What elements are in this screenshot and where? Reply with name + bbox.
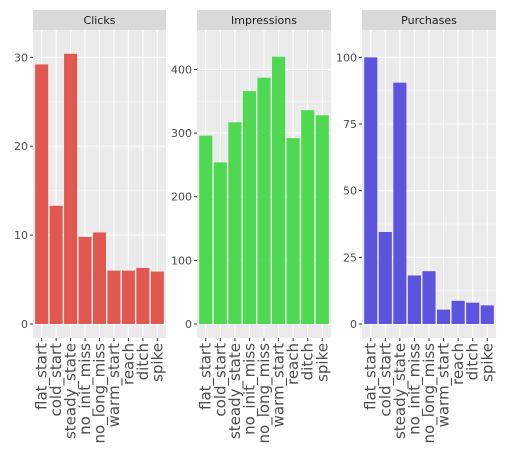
x-tick-label: warm_start — [270, 343, 289, 428]
bar-ditch — [136, 268, 150, 324]
bar-cold_start — [378, 232, 392, 324]
bar-flat_start — [364, 57, 378, 324]
x-tick-label: spike — [478, 343, 496, 382]
bar-no_long_miss — [92, 232, 107, 324]
y-tick-label: 400 — [171, 63, 192, 76]
bar-flat_start — [199, 135, 213, 324]
x-tick-label: reach — [449, 343, 467, 385]
y-tick-label: 20 — [14, 140, 28, 153]
bar-flat_start — [35, 64, 49, 324]
y-tick-label: 100 — [336, 51, 357, 64]
x-tick-label: spike — [313, 343, 331, 382]
bar-reach — [121, 270, 135, 324]
y-tick-label: 0 — [21, 318, 28, 331]
x-tick-label: flat_start — [362, 343, 381, 410]
x-tick-label: ditch — [464, 343, 482, 380]
x-tick-label: warm_start — [105, 343, 124, 428]
bar-warm_start — [437, 309, 451, 324]
x-tick-label: flat_start — [197, 343, 216, 410]
x-tick-label: cold_start — [211, 343, 230, 417]
y-tick-label: 10 — [14, 229, 28, 242]
bar-no_long_miss — [422, 271, 436, 324]
facet-title: Clicks — [84, 14, 116, 27]
x-tick-label: cold_start — [376, 343, 395, 417]
bar-steady_state — [393, 82, 407, 325]
facet-strip — [33, 10, 166, 30]
bar-no_init_miss — [78, 236, 92, 324]
y-tick-label: 200 — [171, 191, 192, 204]
y-tick-label: 0 — [185, 318, 192, 331]
y-tick-label: 0 — [350, 318, 357, 331]
y-tick-label: 75 — [343, 118, 357, 131]
bar-warm_start — [107, 270, 121, 324]
x-tick-label: steady_state — [62, 343, 81, 439]
x-tick-label: warm_start — [435, 343, 454, 428]
facet-strip — [362, 10, 496, 30]
y-tick-label: 30 — [14, 51, 28, 64]
x-tick-label: no_init_miss — [240, 343, 259, 435]
facet-title: Purchases — [401, 14, 457, 27]
bar-spike — [150, 271, 164, 324]
bar-no_init_miss — [407, 275, 421, 324]
x-tick-label: flat_start — [33, 343, 52, 410]
bar-steady_state — [228, 122, 242, 324]
x-tick-label: spike — [148, 343, 166, 382]
bar-warm_start — [272, 56, 286, 325]
facet-title: Impressions — [231, 14, 297, 27]
x-tick-label: reach — [119, 343, 137, 385]
x-tick-label: no_long_miss — [420, 343, 439, 444]
x-tick-label: no_init_miss — [76, 343, 95, 435]
y-tick-label: 25 — [343, 251, 357, 264]
facet-panel-clicks: Clicks 0 10 20 30 flat_startcold_startsteady_… — [14, 10, 166, 443]
bar-reach — [451, 300, 465, 324]
x-tick-label: no_init_miss — [405, 343, 424, 435]
x-tick-label: steady_state — [391, 343, 410, 439]
bar-spike — [315, 115, 329, 324]
x-tick-label: ditch — [299, 343, 317, 380]
bar-no_init_miss — [242, 91, 256, 324]
x-tick-label: no_long_miss — [255, 343, 274, 444]
bar-ditch — [301, 110, 315, 324]
bar-cold_start — [213, 162, 227, 324]
x-tick-label: ditch — [134, 343, 152, 380]
x-tick-label: no_long_miss — [91, 343, 110, 444]
y-tick-label: 300 — [171, 127, 192, 140]
bar-spike — [480, 305, 494, 324]
facet-strip — [197, 10, 331, 30]
y-tick-label: 100 — [171, 254, 192, 267]
bar-ditch — [466, 302, 480, 324]
x-tick-label: cold_start — [47, 343, 66, 417]
bar-steady_state — [64, 53, 78, 325]
bar-reach — [286, 138, 300, 324]
y-tick-label: 50 — [343, 185, 357, 198]
facet-panel-purchases: Purchases0255075100flat_startcold_starts… — [336, 10, 496, 443]
x-tick-label: steady_state — [226, 343, 245, 439]
facet-panel-impressions: Impressions 0 100 200 300 400 flat_startcold_s… — [171, 10, 331, 443]
bar-cold_start — [49, 205, 63, 324]
x-tick-label: reach — [284, 343, 302, 385]
bar-no_long_miss — [257, 77, 271, 325]
